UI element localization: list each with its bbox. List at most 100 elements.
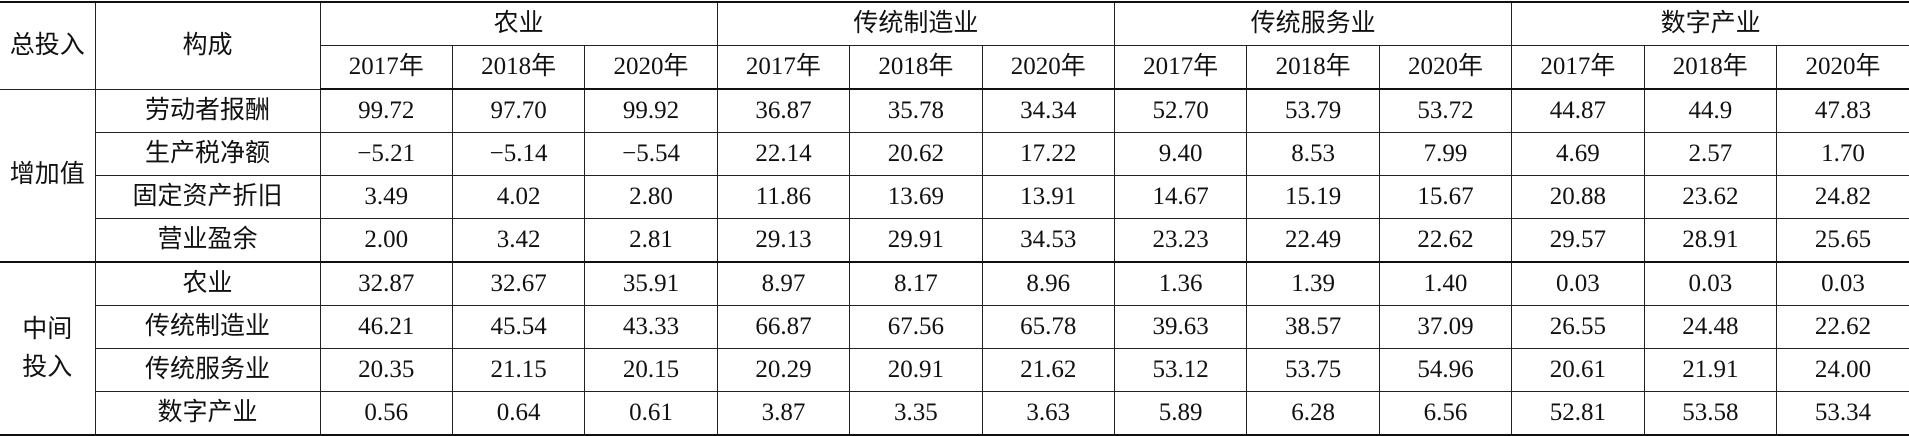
value-cell: 13.69 <box>849 175 983 219</box>
value-cell: 35.91 <box>584 261 718 306</box>
year-header: 2018年 <box>1246 45 1380 90</box>
value-cell: 53.12 <box>1113 348 1248 392</box>
table-row: 固定资产折旧 3.49 4.02 2.80 11.86 13.69 13.91 14.67 15… <box>0 175 1909 219</box>
value-cell: 17.22 <box>981 132 1115 176</box>
value-cell: 23.62 <box>1643 175 1778 219</box>
value-cell: 97.70 <box>451 88 586 133</box>
value-cell: 47.83 <box>1776 88 1909 133</box>
row-label: 固定资产折旧 <box>95 175 321 219</box>
value-cell: 11.86 <box>716 175 851 219</box>
value-cell: 0.03 <box>1776 261 1909 306</box>
value-cell: 0.03 <box>1511 261 1645 306</box>
year-header: 2017年 <box>1113 45 1248 90</box>
value-cell: 45.54 <box>451 305 586 349</box>
year-header: 2020年 <box>584 45 718 90</box>
value-cell: 66.87 <box>716 305 851 349</box>
value-cell: 1.70 <box>1776 132 1909 176</box>
value-cell: 3.49 <box>319 175 453 219</box>
value-cell: 0.03 <box>1643 261 1778 306</box>
value-cell: 32.67 <box>451 261 586 306</box>
value-cell: 24.00 <box>1776 348 1909 392</box>
year-header: 2017年 <box>716 45 851 90</box>
value-cell: 3.63 <box>981 391 1115 436</box>
value-cell: 8.17 <box>849 261 983 306</box>
value-cell: 29.13 <box>716 218 851 263</box>
value-cell: 2.00 <box>319 218 453 263</box>
value-cell: −5.21 <box>319 132 453 176</box>
value-cell: 8.53 <box>1246 132 1380 176</box>
value-cell: 1.40 <box>1378 261 1513 306</box>
value-cell: 24.82 <box>1776 175 1909 219</box>
value-cell: 0.64 <box>451 391 586 436</box>
row-label: 传统制造业 <box>95 305 321 349</box>
value-cell: 54.96 <box>1378 348 1513 392</box>
value-cell: 22.14 <box>716 132 851 176</box>
year-header: 2018年 <box>451 45 586 90</box>
value-cell: 21.62 <box>981 348 1115 392</box>
value-cell: 9.40 <box>1113 132 1248 176</box>
value-cell: 99.72 <box>319 88 453 133</box>
value-cell: 3.35 <box>849 391 983 436</box>
year-header: 2020年 <box>981 45 1115 90</box>
value-cell: 53.75 <box>1246 348 1380 392</box>
value-cell: 38.57 <box>1246 305 1380 349</box>
value-cell: 4.02 <box>451 175 586 219</box>
value-cell: 46.21 <box>319 305 453 349</box>
value-cell: 6.28 <box>1246 391 1380 436</box>
table-row: 2017年 2018年 2020年 2017年 2018年 2020年 2017年 2018年… <box>0 45 1909 90</box>
value-cell: 1.39 <box>1246 261 1380 306</box>
table-row: 中间 投入 农业 32.87 32.67 35.91 8.97 8.17 8.96 1.36 1.… <box>0 261 1909 436</box>
value-cell: 0.61 <box>584 391 718 436</box>
value-cell: 8.96 <box>981 261 1115 306</box>
row-label: 传统服务业 <box>95 348 321 392</box>
value-cell: 44.87 <box>1511 88 1645 133</box>
row-label: 生产税净额 <box>95 132 321 176</box>
value-cell: 2.57 <box>1643 132 1778 176</box>
value-cell: 36.87 <box>716 88 851 133</box>
group-label: 增加值 <box>0 88 96 263</box>
year-header: 2018年 <box>849 45 983 90</box>
year-header: 2017年 <box>1511 45 1645 90</box>
value-cell: 53.58 <box>1643 391 1778 436</box>
value-cell: 4.69 <box>1511 132 1645 176</box>
value-cell: 21.15 <box>451 348 586 392</box>
value-cell: 20.29 <box>716 348 851 392</box>
header-cell: 构成 <box>94 1 321 90</box>
table-row: 传统服务业 20.35 21.15 20.15 20.29 20.91 21.62 53.12… <box>0 348 1909 392</box>
value-cell: 39.63 <box>1113 305 1248 349</box>
year-header: 2017年 <box>320 45 453 90</box>
value-cell: 35.78 <box>849 88 983 133</box>
value-cell: 67.56 <box>849 305 983 349</box>
row-label: 数字产业 <box>95 391 321 436</box>
sector-header: 数字产业 <box>1511 1 1909 46</box>
value-cell: −5.14 <box>451 132 586 176</box>
table-row: 增加值 劳动者报酬 99.72 97.70 99.92 36.87 35.78 34.34 52… <box>0 88 1909 263</box>
value-cell: 3.87 <box>716 391 851 436</box>
value-cell: 20.91 <box>849 348 983 392</box>
value-cell: 21.91 <box>1643 348 1778 392</box>
value-cell: 15.19 <box>1246 175 1380 219</box>
sector-header: 传统制造业 <box>716 1 1115 46</box>
year-header: 2018年 <box>1643 45 1778 90</box>
value-cell: 52.81 <box>1511 391 1645 436</box>
table-row: 数字产业 0.56 0.64 0.61 3.87 3.35 3.63 5.89 6.28 6.56… <box>0 391 1909 436</box>
value-cell: 34.34 <box>981 88 1115 133</box>
value-cell: 23.23 <box>1113 218 1248 263</box>
value-cell: 20.61 <box>1511 348 1645 392</box>
value-cell: 22.62 <box>1378 218 1513 263</box>
value-cell: 8.97 <box>716 261 851 306</box>
value-cell: 53.72 <box>1378 88 1513 133</box>
sector-header: 传统服务业 <box>1113 1 1513 46</box>
value-cell: 5.89 <box>1113 391 1248 436</box>
value-cell: 52.70 <box>1113 88 1248 133</box>
value-cell: 2.81 <box>584 218 718 263</box>
group-label: 中间 投入 <box>0 261 96 436</box>
value-cell: 26.55 <box>1511 305 1645 349</box>
year-header: 2020年 <box>1776 45 1909 90</box>
row-label: 营业盈余 <box>95 218 321 263</box>
value-cell: 7.99 <box>1378 132 1513 176</box>
row-label: 农业 <box>94 261 321 306</box>
row-label: 劳动者报酬 <box>94 88 321 133</box>
